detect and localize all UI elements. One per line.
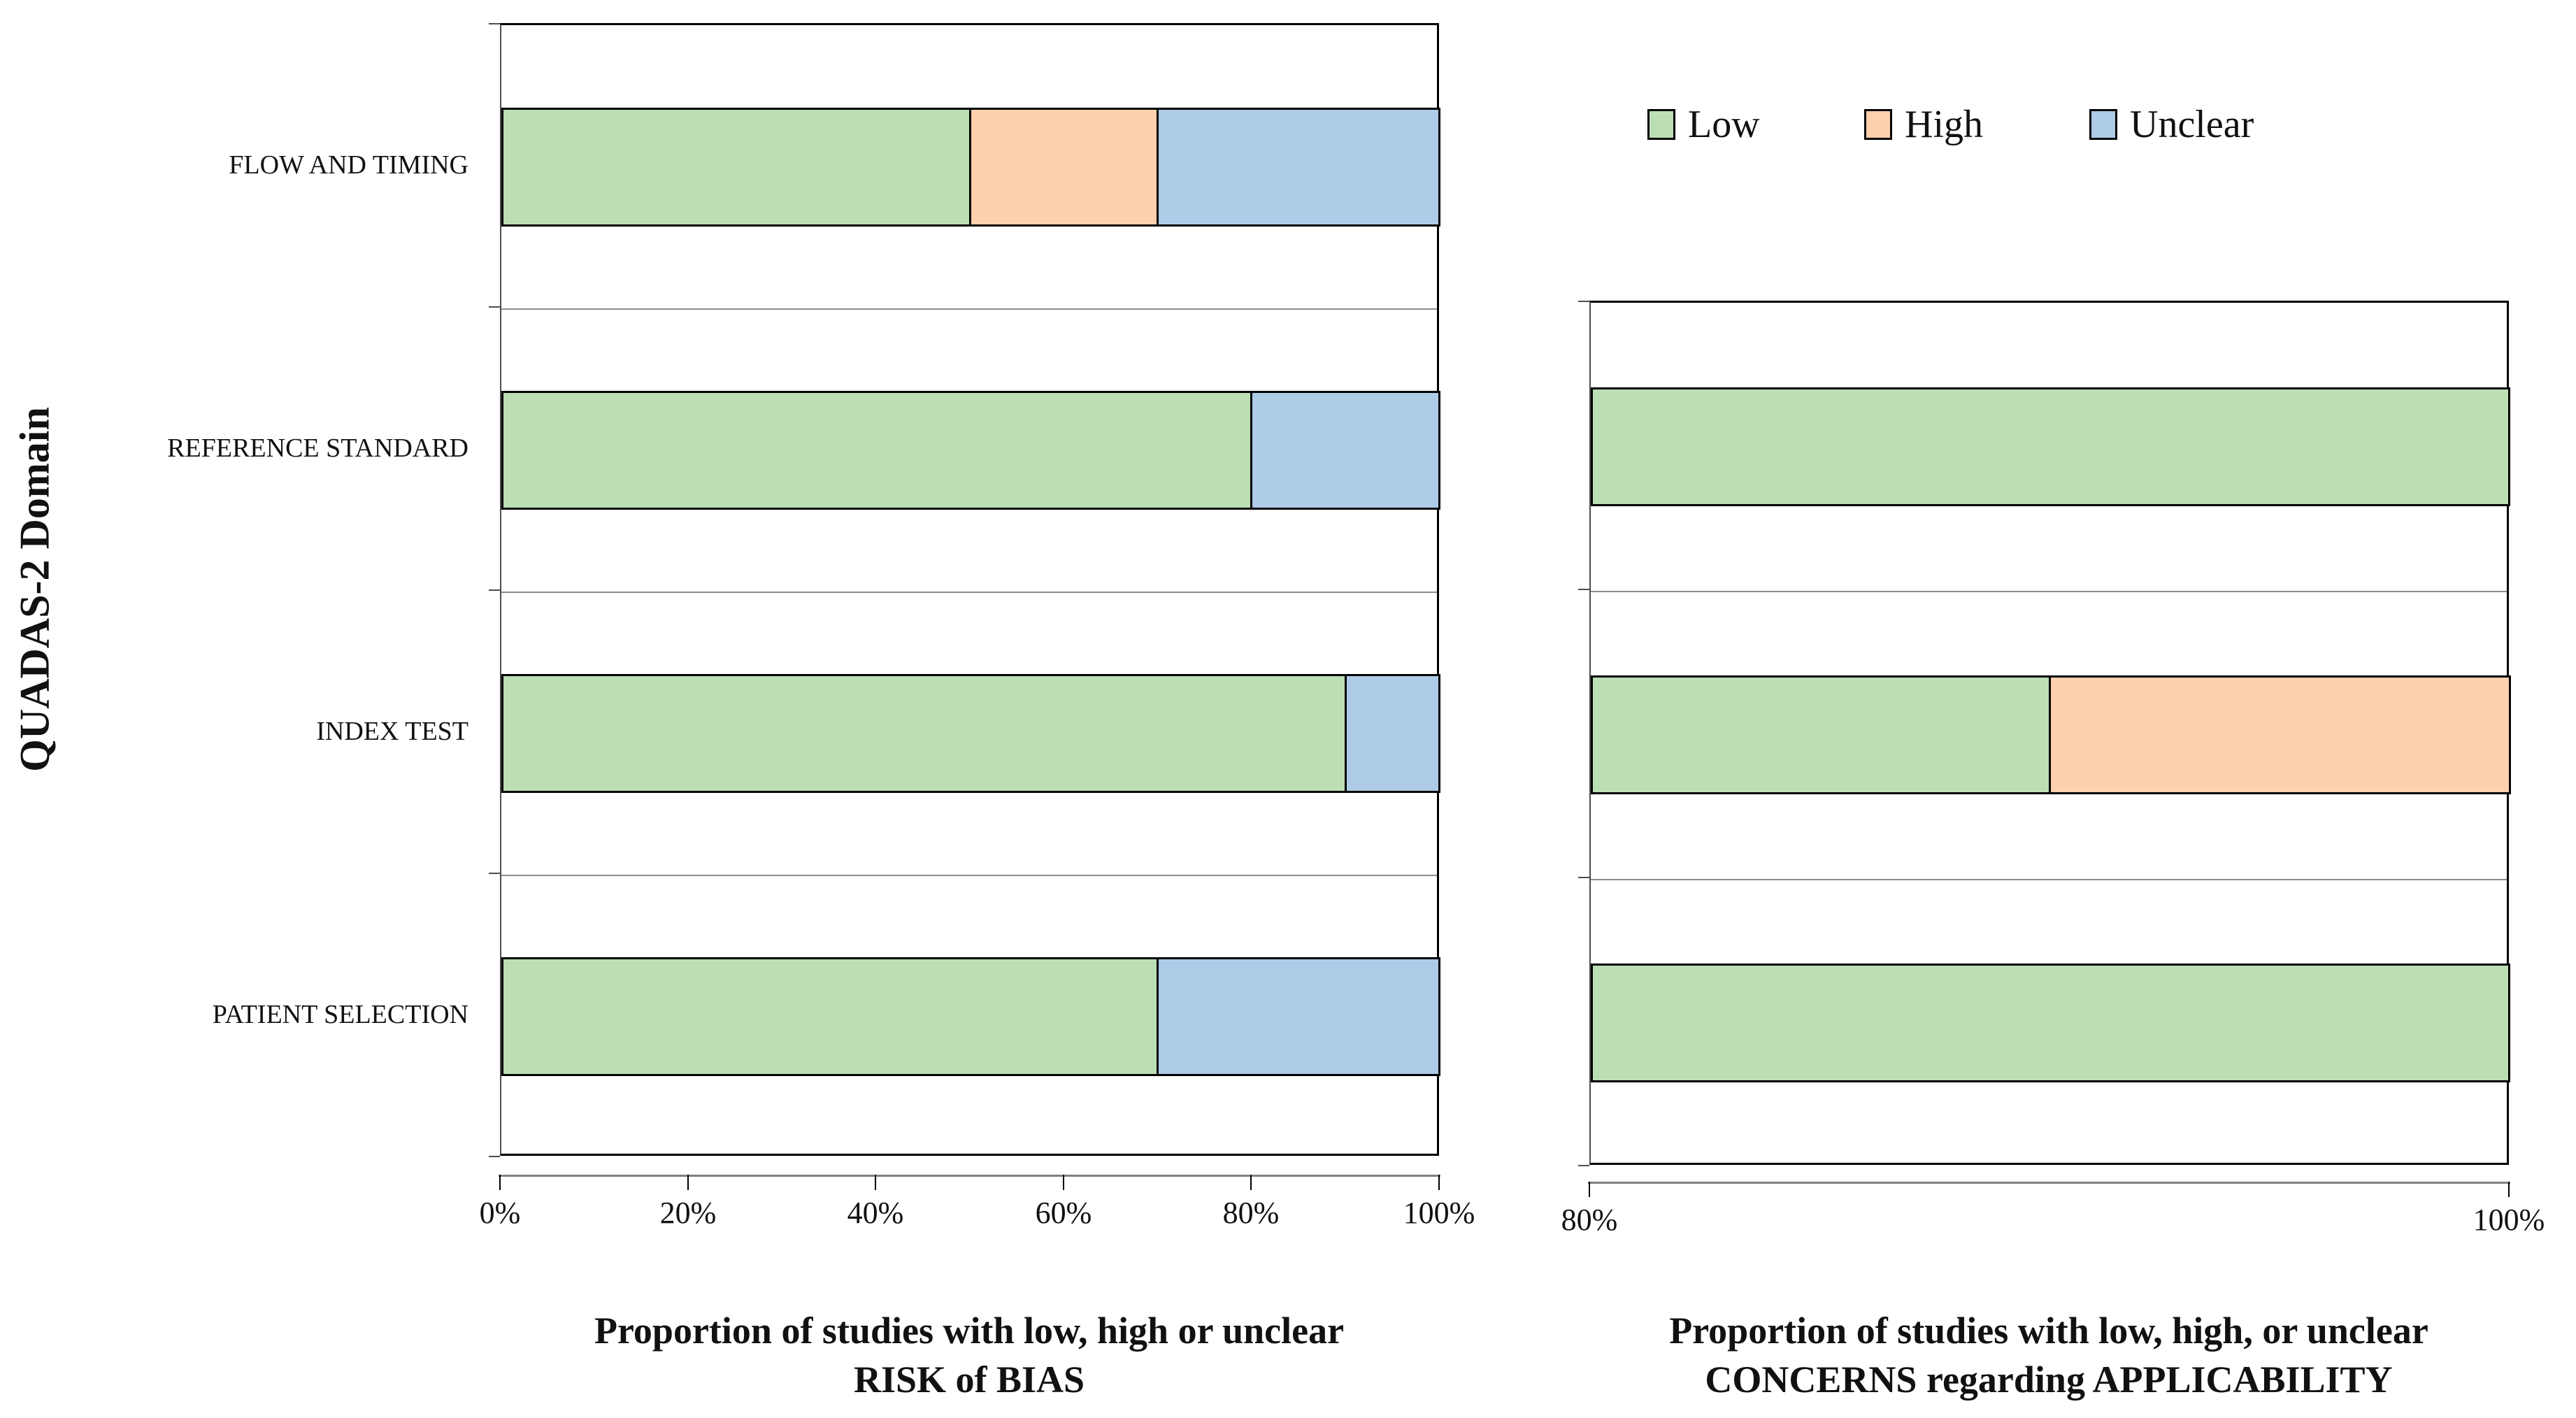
applicability-tick-label: 80% (1561, 1203, 1618, 1237)
risk_of_bias-category-tick (489, 23, 500, 24)
risk_of_bias-segment-low (501, 391, 1252, 510)
applicability-category-tick (1578, 1165, 1589, 1166)
risk_of_bias-tick-label: 100% (1403, 1196, 1475, 1230)
category-label-patient-selection: PATIENT SELECTION (212, 1000, 468, 1029)
risk_of_bias-segment-low (501, 108, 971, 227)
risk_of_bias-plot-area (500, 23, 1440, 1156)
applicability-category-tick (1578, 301, 1589, 302)
risk_of_bias-tick-label: 0% (479, 1196, 521, 1230)
applicability-bar-reference-standard (1591, 387, 2510, 506)
risk_of_bias-category-tick (489, 873, 500, 874)
applicability-category-tick (1578, 589, 1589, 590)
risk_of_bias-segment-unclear (1250, 391, 1440, 510)
applicability-tick (2508, 1182, 2510, 1197)
risk_of_bias-bar-reference-standard (501, 391, 1440, 510)
applicability-bar-index-test (1591, 675, 2511, 794)
category-label-reference-standard: REFERENCE STANDARD (167, 434, 468, 463)
legend-item-low: Low (1647, 105, 1760, 144)
legend-item-high: High (1864, 105, 1983, 144)
risk_of_bias-segment-unclear (1157, 957, 1440, 1076)
legend-label: Low (1688, 103, 1760, 146)
risk_of_bias-category-tick (489, 306, 500, 308)
applicability-segment-low (1591, 387, 2510, 506)
applicability-tick (1589, 1182, 1590, 1197)
applicability-gridline (1591, 591, 2507, 592)
applicability-bar-patient-selection (1591, 964, 2510, 1082)
risk_of_bias-tick-label: 40% (847, 1196, 904, 1230)
risk_of_bias-gridline (501, 592, 1437, 593)
risk_of_bias-gridline (501, 308, 1437, 310)
legend-label: High (1905, 103, 1983, 146)
risk_of_bias-segment-low (501, 674, 1347, 793)
risk_of_bias-tick-label: 20% (659, 1196, 717, 1230)
risk_of_bias-bar-index-test (501, 674, 1440, 793)
applicability-segment-low (1591, 964, 2510, 1082)
risk_of_bias-value-axis-line (499, 1175, 1440, 1177)
risk_of_bias-tick (1438, 1175, 1440, 1190)
category-label-flow-and-timing: FLOW AND TIMING (229, 150, 468, 180)
risk-of-bias-axis-title-line1: Proportion of studies with low, high or … (594, 1310, 1345, 1352)
risk_of_bias-category-tick (489, 589, 500, 591)
applicability-segment-high (2049, 675, 2511, 794)
risk_of_bias-category-tick (489, 1156, 500, 1157)
risk_of_bias-gridline (501, 875, 1437, 876)
legend-swatch-low-icon (1647, 109, 1675, 140)
risk_of_bias-segment-unclear (1345, 674, 1440, 793)
applicability-axis-title-line2: CONCERNS regarding APPLICABILITY (1705, 1359, 2393, 1401)
risk-of-bias-axis-title: Proportion of studies with low, high or … (594, 1306, 1344, 1404)
risk_of_bias-tick-label: 60% (1035, 1196, 1092, 1230)
risk_of_bias-tick (875, 1175, 876, 1190)
applicability-value-axis-line (1588, 1182, 2510, 1184)
legend-swatch-high-icon (1864, 109, 1892, 140)
legend-swatch-unclear-icon (2089, 109, 2117, 140)
applicability-category-tick (1578, 877, 1589, 878)
risk_of_bias-segment-unclear (1157, 108, 1440, 227)
applicability-segment-low (1591, 675, 2051, 794)
applicability-tick-label: 100% (2473, 1203, 2545, 1237)
applicability-axis-title: Proportion of studies with low, high, or… (1669, 1306, 2428, 1404)
risk_of_bias-bar-patient-selection (501, 957, 1440, 1076)
risk_of_bias-bar-flow-and-timing (501, 108, 1440, 227)
risk_of_bias-tick-label: 80% (1222, 1196, 1280, 1230)
risk_of_bias-segment-low (501, 957, 1159, 1076)
applicability-plot-area (1589, 301, 2511, 1165)
legend-label: Unclear (2130, 103, 2254, 146)
risk_of_bias-tick (687, 1175, 689, 1190)
risk-of-bias-axis-title-line2: RISK of BIAS (853, 1359, 1085, 1401)
risk_of_bias-segment-high (969, 108, 1159, 227)
legend-item-unclear: Unclear (2089, 105, 2254, 144)
risk_of_bias-tick (1063, 1175, 1064, 1190)
category-label-index-test: INDEX TEST (316, 717, 468, 746)
y-axis-title: QUADAS-2 Domain (11, 407, 58, 772)
risk_of_bias-tick (1250, 1175, 1252, 1190)
applicability-axis-title-line1: Proportion of studies with low, high, or… (1669, 1310, 2428, 1352)
applicability-gridline (1591, 879, 2507, 880)
risk_of_bias-tick (499, 1175, 501, 1190)
